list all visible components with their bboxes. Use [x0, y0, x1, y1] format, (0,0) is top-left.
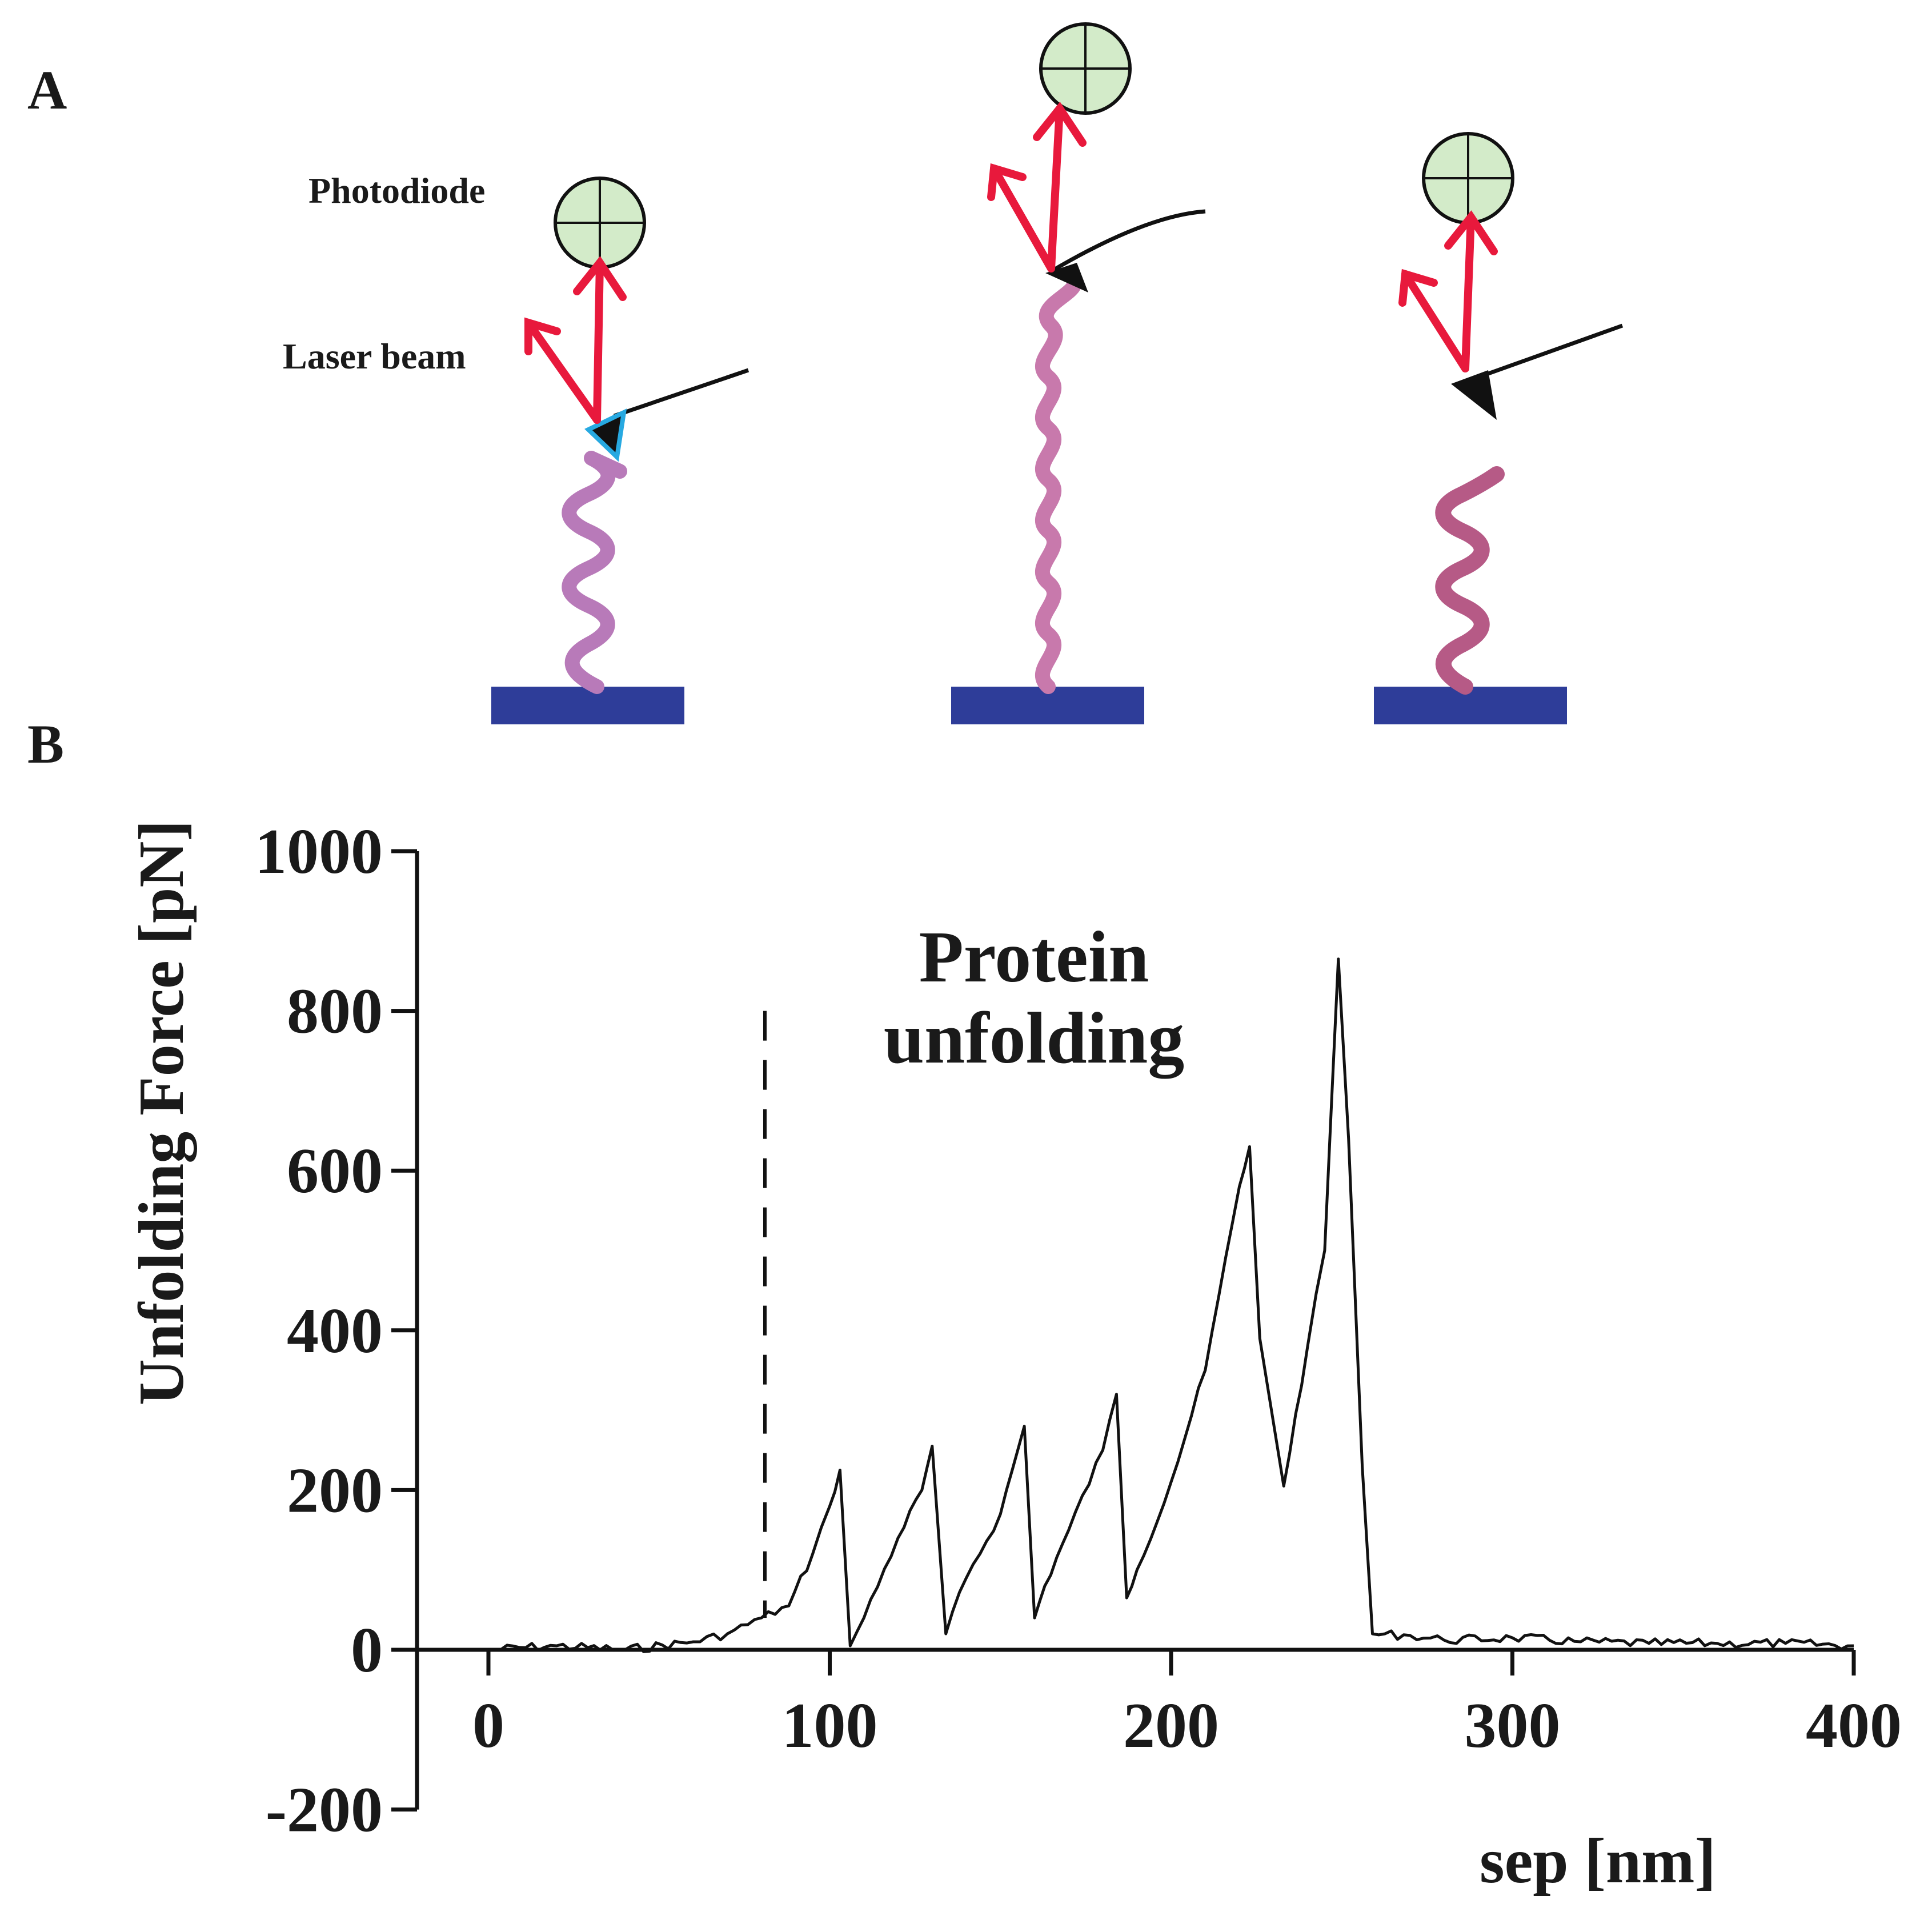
protein-stretched [1035, 278, 1081, 694]
x-axis-title: sep [nm] [1480, 1826, 1716, 1897]
y-tick-label: -200 [266, 1775, 383, 1846]
afm-tip [584, 408, 627, 462]
panel-b-label: B [27, 714, 64, 775]
y-tick-label: 800 [287, 976, 383, 1047]
laser-beam [524, 256, 627, 424]
x-tick-label: 400 [1806, 1690, 1902, 1761]
afm-stage-relaxed [491, 177, 749, 724]
protein-coil [562, 451, 627, 694]
x-tick-label: 0 [472, 1690, 504, 1761]
laser-beam-label: Laser beam [283, 336, 466, 376]
x-tick-label: 100 [782, 1690, 878, 1761]
afm-stage-stretched [951, 22, 1206, 724]
x-tick-label: 300 [1465, 1690, 1561, 1761]
y-axis-title: Unfolding Force [pN] [126, 820, 197, 1405]
substrate-surface [491, 687, 684, 724]
axis-ticks: -200 0 200 400 600 800 1000 0 100 200 300 400 [255, 816, 1902, 1846]
y-tick-label: 0 [351, 1615, 383, 1686]
y-tick-label: 1000 [255, 816, 383, 887]
annotation-line-2: unfolding [884, 997, 1185, 1079]
photodiode-label: Photodiode [308, 170, 485, 211]
y-tick-label: 600 [287, 1136, 383, 1206]
laser-beam [1398, 210, 1498, 372]
annotation-line-1: Protein [919, 916, 1149, 997]
cantilever [613, 368, 749, 418]
y-tick-label: 400 [287, 1296, 383, 1366]
afm-stage-refolded [1374, 132, 1624, 724]
afm-tip [1045, 263, 1088, 292]
force-extension-chart: -200 0 200 400 600 800 1000 0 100 200 300 400 Prote… [126, 816, 1902, 1897]
y-tick-label: 200 [287, 1455, 383, 1526]
x-tick-label: 200 [1123, 1690, 1219, 1761]
panel-a-label: A [27, 59, 67, 121]
afm-tip [1451, 370, 1497, 420]
protein-coil [1435, 466, 1505, 695]
cantilever-bent [1050, 209, 1206, 274]
laser-beam [987, 102, 1087, 272]
substrate-surface [1374, 687, 1567, 724]
series-layer [488, 957, 1854, 1653]
force-trace-line [488, 957, 1854, 1653]
